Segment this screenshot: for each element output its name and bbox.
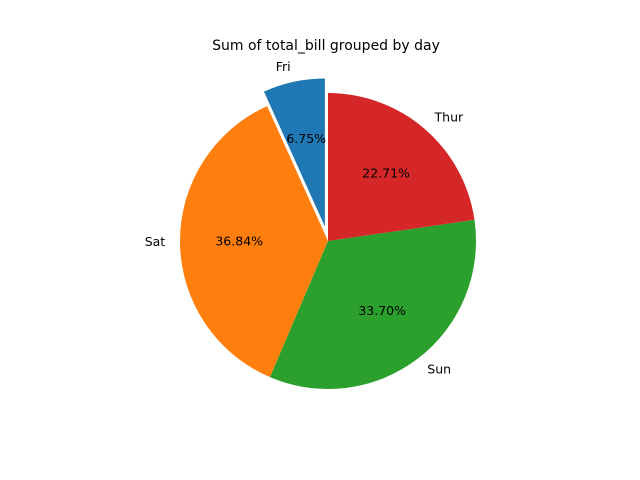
percent-label-thur: 22.71% (362, 165, 410, 180)
category-label-fri: Fri (276, 59, 291, 74)
category-label-sat: Sat (145, 234, 166, 249)
slice-sun (269, 219, 476, 390)
pie-labels: Fri 6.75% Sat 36.84% Sun 33.70% Thur 22.71% (145, 59, 464, 377)
percent-label-fri: 6.75% (286, 131, 326, 146)
chart-title: Sum of total_bill grouped by day (212, 38, 440, 54)
slice-thur (328, 93, 475, 241)
pie-slices (179, 78, 476, 390)
category-label-sun: Sun (427, 362, 451, 377)
percent-label-sat: 36.84% (215, 233, 263, 248)
slice-sat (179, 106, 328, 378)
percent-label-sun: 33.70% (358, 303, 406, 318)
category-label-thur: Thur (434, 109, 464, 124)
slice-fri (263, 78, 325, 227)
